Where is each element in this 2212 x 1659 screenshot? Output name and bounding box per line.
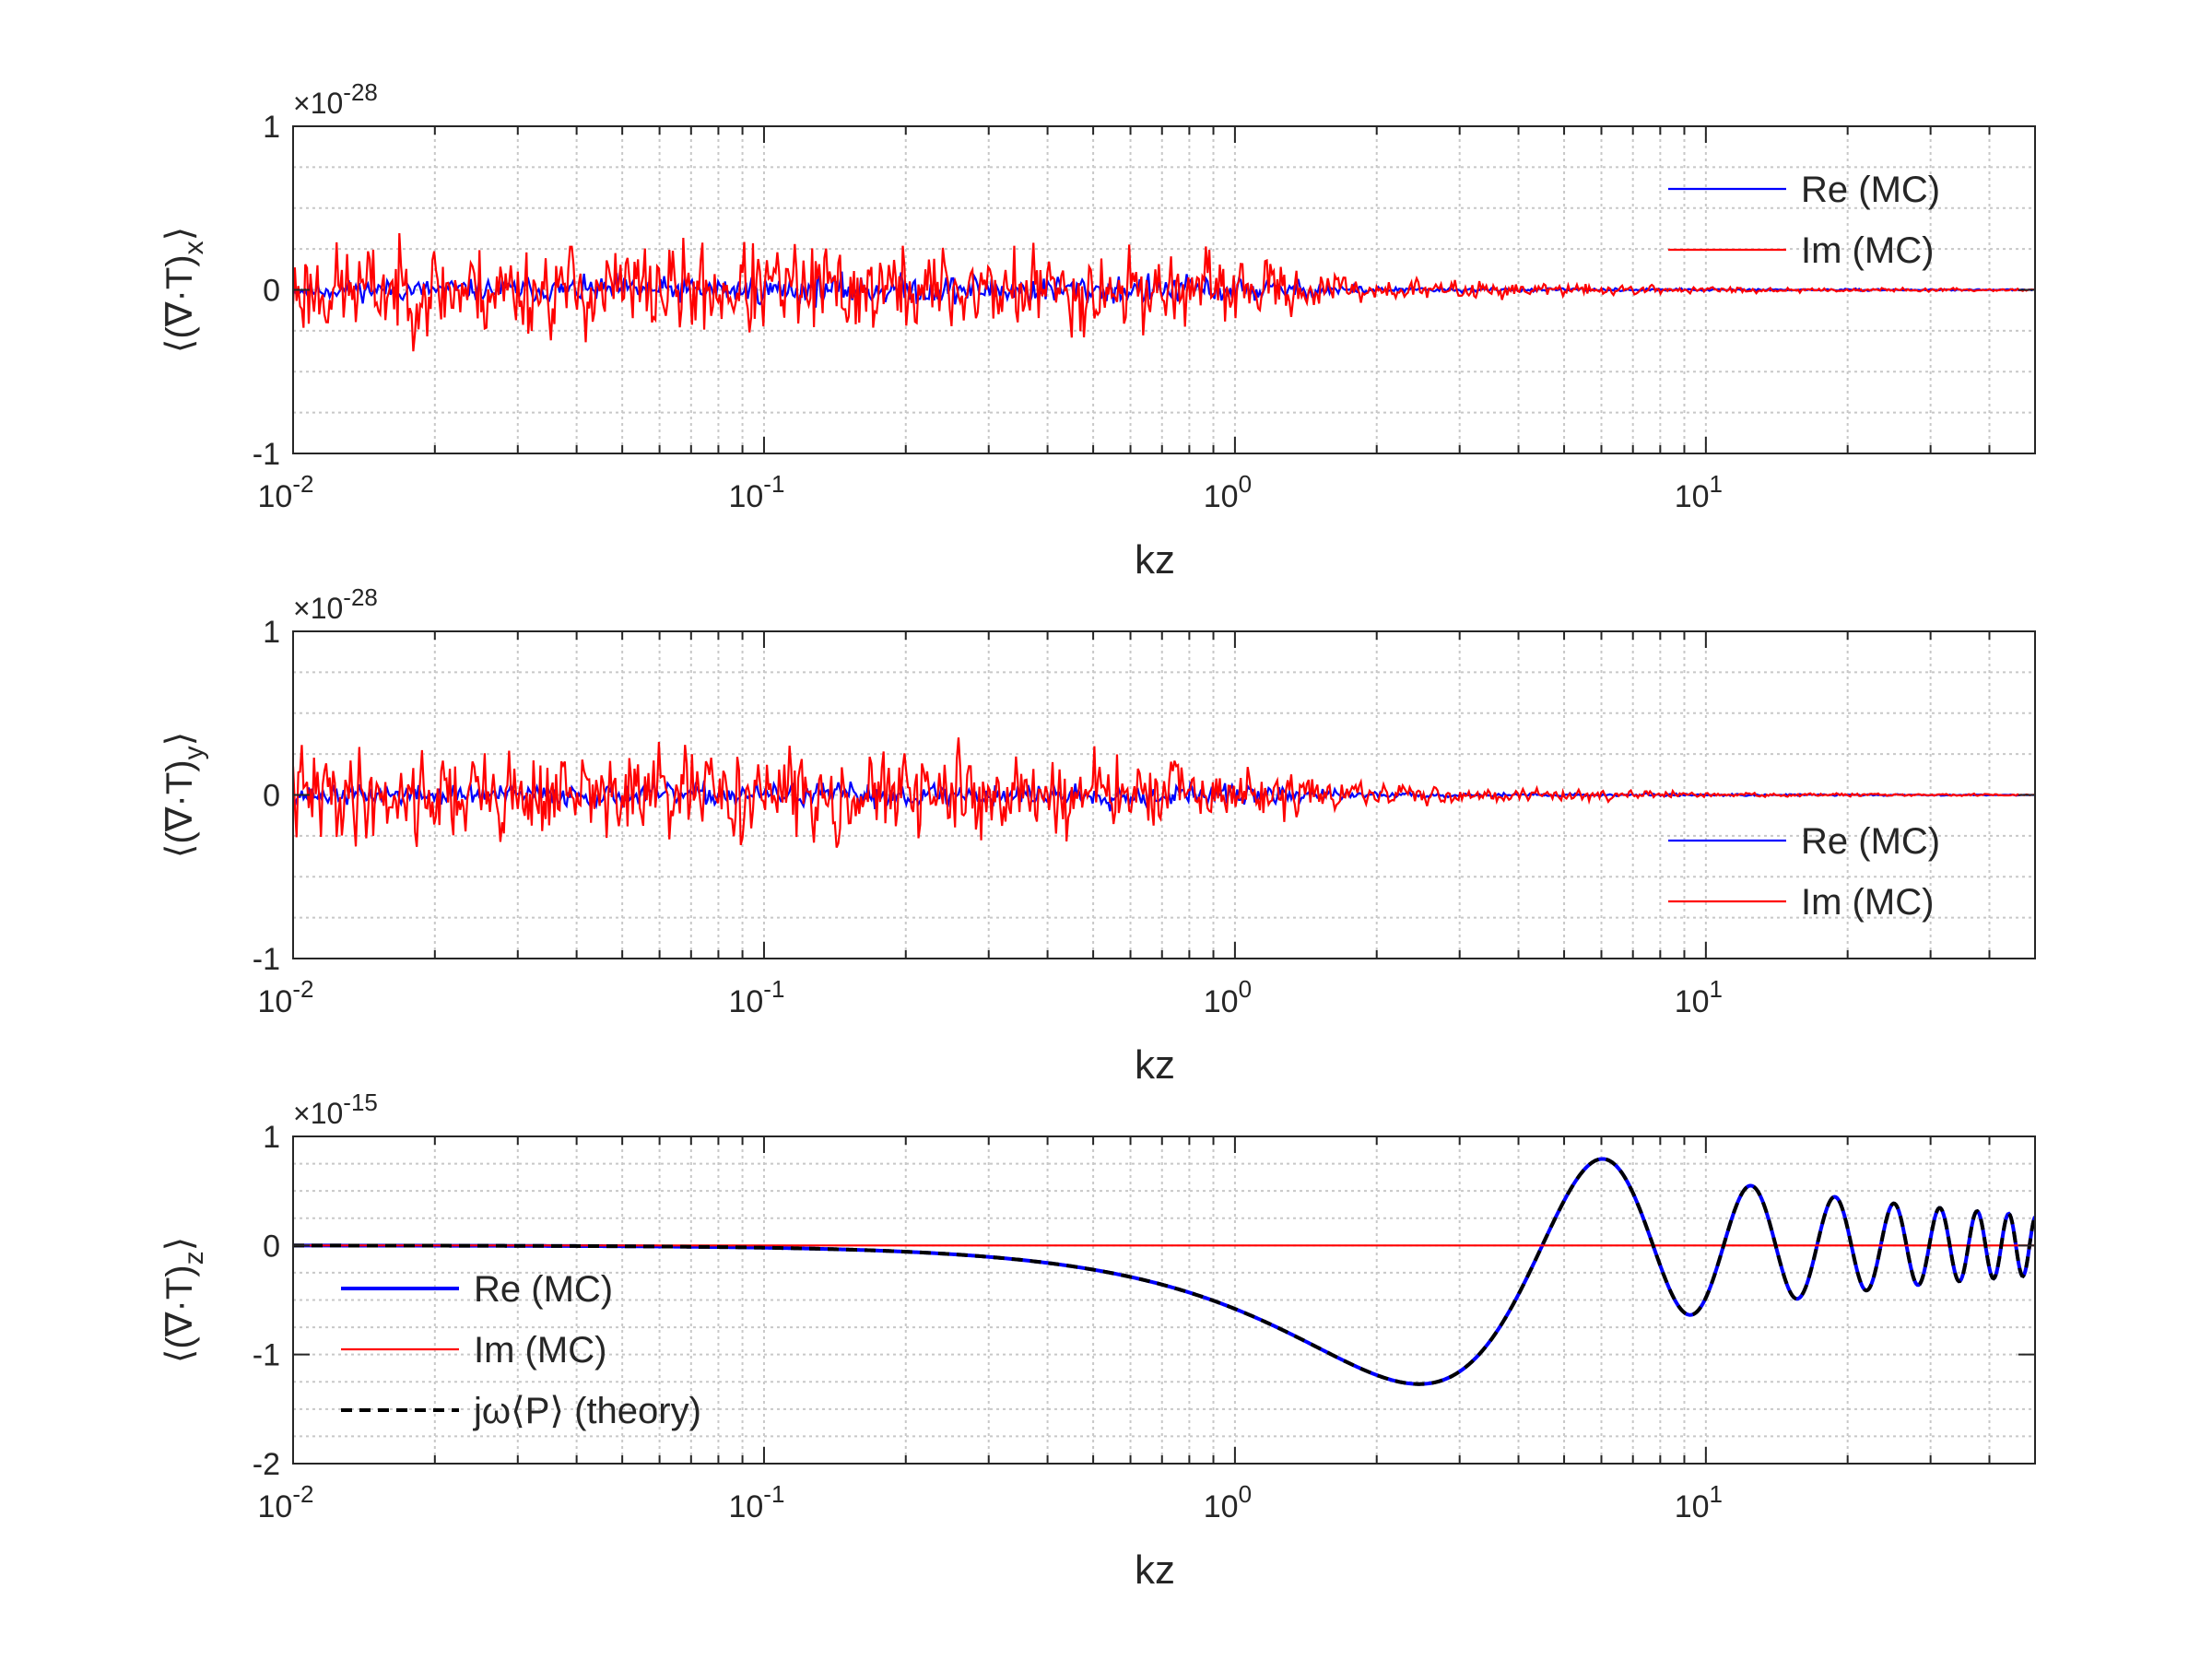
series-line-im-mc-: [293, 737, 2035, 848]
x-axis-label: kz: [1135, 1042, 1175, 1088]
legend-label: Re (MC): [1801, 170, 1940, 210]
x-tick-label: 100: [1204, 975, 1252, 1019]
y-tick-label: -1: [253, 942, 280, 977]
x-tick-label: 100: [1204, 470, 1252, 514]
legend: Re (MC) Im (MC) jω⟨P⟩ (theory): [341, 1269, 701, 1431]
y-axis-label: ⟨(∇·T)y⟩: [159, 732, 209, 858]
y-exponent-label: ×10-28: [293, 78, 378, 120]
series-group: [293, 737, 2035, 848]
legend-label: Re (MC): [1801, 821, 1940, 862]
y-tick-label: 0: [263, 1229, 280, 1264]
x-tick-label: 10-2: [258, 1480, 314, 1524]
y-axis-label: ⟨(∇·T)z⟩: [159, 1237, 209, 1363]
legend-label: Im (MC): [1801, 882, 1934, 923]
legend-label: Re (MC): [474, 1269, 613, 1310]
x-tick-label: 101: [1675, 975, 1723, 1019]
series-line-j-p-theory-: [293, 1157, 2035, 1386]
y-tick-label: 0: [263, 779, 280, 814]
y-exponent-label: ×10-28: [293, 583, 378, 625]
y-exponent-label: ×10-15: [293, 1088, 378, 1130]
legend-label: jω⟨P⟩ (theory): [473, 1391, 701, 1431]
y-axis-label: ⟨(∇·T)x⟩: [159, 227, 209, 353]
y-tick-label: 1: [263, 1120, 280, 1155]
x-tick-label: 10-2: [258, 470, 314, 514]
chart-panel-y: 10-2 10-1 100 101 -1 0 1 ×10-28 kz ⟨(∇·T)y⟩ Re (MC…: [159, 583, 2036, 1088]
legend: Re (MC) Im (MC): [1668, 821, 1940, 923]
x-axis-label: kz: [1135, 1547, 1175, 1593]
y-tick-label: -1: [253, 437, 280, 472]
chart-panel-x: 10-2 10-1 100 101 -1 0 1 ×10-28 kz ⟨(∇·T)x⟩ Re (MC…: [159, 78, 2036, 582]
x-tick-label: 10-2: [258, 975, 314, 1019]
x-tick-label: 100: [1204, 1480, 1252, 1524]
chart-panel-z: 10-2 10-1 100 101 -2 -1 0 1 ×10-15 kz ⟨(∇·T)z⟩ Re (…: [159, 1088, 2036, 1593]
y-tick-label: -1: [253, 1338, 280, 1373]
x-tick-label: 10-1: [728, 975, 784, 1019]
y-tick-label: 0: [263, 274, 280, 309]
x-tick-label: 101: [1675, 470, 1723, 514]
x-axis-label: kz: [1135, 537, 1175, 582]
legend: Re (MC) Im (MC): [1668, 170, 1940, 271]
x-tick-label: 10-1: [728, 1480, 784, 1524]
axes-frame: [292, 1135, 2036, 1465]
series-line-im-mc-: [293, 233, 2035, 352]
x-tick-label: 10-1: [728, 470, 784, 514]
series-group: [293, 1157, 2035, 1386]
y-tick-label: 1: [263, 110, 280, 145]
y-tick-label: -2: [253, 1447, 280, 1482]
y-tick-label: 1: [263, 615, 280, 650]
series-group: [293, 233, 2035, 352]
x-tick-label: 101: [1675, 1480, 1723, 1524]
legend-label: Im (MC): [474, 1330, 606, 1371]
legend-label: Im (MC): [1801, 230, 1934, 271]
